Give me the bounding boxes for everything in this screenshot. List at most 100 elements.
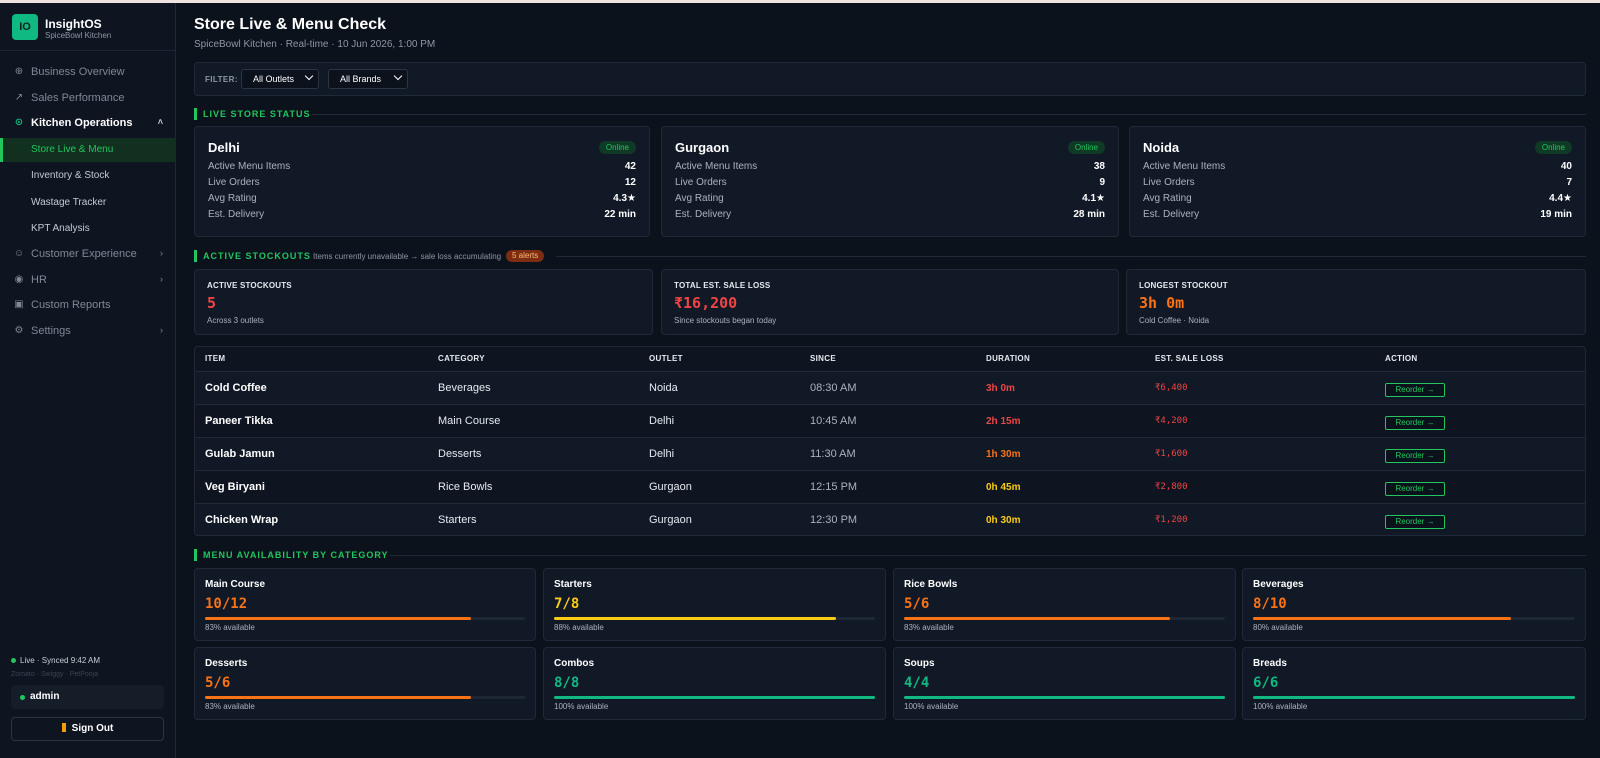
availability-bar-fill <box>904 617 1171 620</box>
metric-value: 7 <box>1566 177 1572 188</box>
store-name: Noida <box>1143 140 1180 155</box>
nav-sales-performance[interactable]: ↗ Sales Performance <box>0 87 175 111</box>
category-count: 10/12 <box>205 596 248 612</box>
stockout-table: ITEM CATEGORY OUTLET SINCE DURATION EST.… <box>194 346 1586 536</box>
nav-inventory-stock[interactable]: Inventory & Stock <box>0 164 175 188</box>
cell-since: 10:45 AM <box>810 415 857 427</box>
stat-total-sale-loss: TOTAL EST. SALE LOSS ₹16,200 Since stock… <box>661 269 1119 335</box>
availability-percent: 88% available <box>554 623 604 632</box>
cell-item: Chicken Wrap <box>205 514 279 526</box>
brand-select-value: All Brands <box>340 74 382 84</box>
availability-bar <box>1253 617 1575 620</box>
cell-outlet: Gurgaon <box>649 481 692 493</box>
reorder-button[interactable]: Reorder → <box>1385 482 1445 496</box>
availability-bar-fill <box>205 617 471 620</box>
availability-bar <box>1253 696 1575 699</box>
column-header: OUTLET <box>649 354 683 363</box>
nav-store-live-menu[interactable]: Store Live & Menu <box>0 138 175 162</box>
globe-icon: ⊕ <box>14 66 24 77</box>
nav-label: Kitchen Operations <box>31 117 133 129</box>
category-name: Soups <box>904 658 935 669</box>
metric-label: Est. Delivery <box>208 209 265 220</box>
category-count: 5/6 <box>205 675 231 691</box>
section-title: LIVE STORE STATUS <box>203 109 311 119</box>
nav-custom-reports[interactable]: ▣ Custom Reports <box>0 294 175 318</box>
cell-sale-loss: ₹1,600 <box>1155 449 1188 459</box>
metric-value: 40 <box>1560 161 1572 172</box>
stat-value: 3h 0m <box>1139 294 1185 312</box>
cell-duration: 2h 15m <box>986 416 1021 427</box>
cell-outlet: Delhi <box>649 448 675 460</box>
brand-header: IO InsightOS SpiceBowl Kitchen <box>0 3 176 51</box>
store-card-delhi: Delhi Online Active Menu Items 42 Live Or… <box>194 126 650 237</box>
nav-hr[interactable]: ◉ HR › <box>0 269 175 293</box>
table-row: Gulab Jamun Desserts Delhi 11:30 AM 1h 3… <box>195 437 1585 470</box>
metric-row: Live Orders 7 <box>1143 177 1572 191</box>
platforms-text: Zomato · Swiggy · PetPooja <box>11 671 99 678</box>
nav-business-overview[interactable]: ⊕ Business Overview <box>0 61 175 85</box>
sign-out-label: Sign Out <box>71 723 114 734</box>
status-badge: Online <box>598 141 636 154</box>
metric-label: Avg Rating <box>675 193 724 204</box>
category-card-desserts: Desserts 5/6 83% available <box>194 647 536 720</box>
nav-kitchen-operations[interactable]: ⊙ Kitchen Operations ˄ <box>0 112 175 136</box>
availability-percent: 100% available <box>1253 702 1308 711</box>
brand-select[interactable]: All Brands <box>328 69 408 89</box>
nav-wastage-tracker[interactable]: Wastage Tracker <box>0 191 175 215</box>
cell-since: 12:30 PM <box>810 514 858 526</box>
door-icon <box>61 723 66 732</box>
stat-label: LONGEST STOCKOUT <box>1139 281 1228 290</box>
stat-label: ACTIVE STOCKOUTS <box>207 281 292 290</box>
metric-label: Est. Delivery <box>675 209 732 220</box>
status-badge: Online <box>1534 141 1572 154</box>
cell-category: Desserts <box>438 448 482 460</box>
reorder-button[interactable]: Reorder → <box>1385 383 1445 397</box>
column-header: SINCE <box>810 354 836 363</box>
metric-row: Avg Rating 4.1★ <box>675 193 1105 207</box>
chevron-right-icon: › <box>160 274 163 284</box>
metric-row: Avg Rating 4.4★ <box>1143 193 1572 207</box>
section-divider <box>556 256 1586 257</box>
nav-kpt-analysis[interactable]: KPT Analysis <box>0 217 175 241</box>
section-active-stockouts: ACTIVE STOCKOUTS Items currently unavail… <box>194 250 1586 264</box>
metric-value: 22 min <box>604 209 636 220</box>
column-header: EST. SALE LOSS <box>1155 354 1224 363</box>
nav-label: Business Overview <box>31 66 125 78</box>
person-icon: ◉ <box>14 274 24 285</box>
username: admin <box>30 691 60 702</box>
nav-settings[interactable]: ⚙ Settings › <box>0 320 175 344</box>
metric-label: Active Menu Items <box>675 161 758 172</box>
category-card-breads: Breads 6/6 100% available <box>1242 647 1586 720</box>
nav-customer-experience[interactable]: ☺ Customer Experience › <box>0 243 175 267</box>
table-row: Paneer Tikka Main Course Delhi 10:45 AM … <box>195 404 1585 437</box>
category-count: 5/6 <box>904 596 930 612</box>
column-header: DURATION <box>986 354 1031 363</box>
user-chip[interactable]: admin <box>11 685 164 709</box>
nav-label: KPT Analysis <box>31 223 90 234</box>
cell-since: 11:30 AM <box>810 448 856 460</box>
chevron-right-icon: › <box>160 248 163 258</box>
cell-sale-loss: ₹4,200 <box>1155 416 1188 426</box>
section-title: MENU AVAILABILITY BY CATEGORY <box>203 550 389 560</box>
category-name: Starters <box>554 579 592 590</box>
cell-sale-loss: ₹2,800 <box>1155 482 1188 492</box>
reorder-button[interactable]: Reorder → <box>1385 416 1445 430</box>
availability-bar-fill <box>554 617 837 620</box>
filter-bar: FILTER: All Outlets All Brands <box>194 62 1586 96</box>
alerts-badge: 5 alerts <box>506 250 545 262</box>
chevron-right-icon: › <box>160 325 163 335</box>
metric-label: Avg Rating <box>1143 193 1192 204</box>
metric-label: Active Menu Items <box>208 161 291 172</box>
sign-out-button[interactable]: Sign Out <box>11 717 164 741</box>
trend-arrow-icon: ↗ <box>14 92 24 103</box>
live-dot-icon <box>11 658 16 663</box>
metric-row: Est. Delivery 22 min <box>208 209 636 223</box>
reorder-button[interactable]: Reorder → <box>1385 449 1445 463</box>
nav-label: HR <box>31 274 47 286</box>
sync-status: Live · Synced 9:42 AM <box>11 656 100 665</box>
section-title: ACTIVE STOCKOUTS <box>203 251 311 261</box>
cell-category: Beverages <box>438 382 491 394</box>
outlet-select[interactable]: All Outlets <box>241 69 319 89</box>
reorder-button[interactable]: Reorder → <box>1385 515 1445 529</box>
status-badge: Online <box>1067 141 1105 154</box>
